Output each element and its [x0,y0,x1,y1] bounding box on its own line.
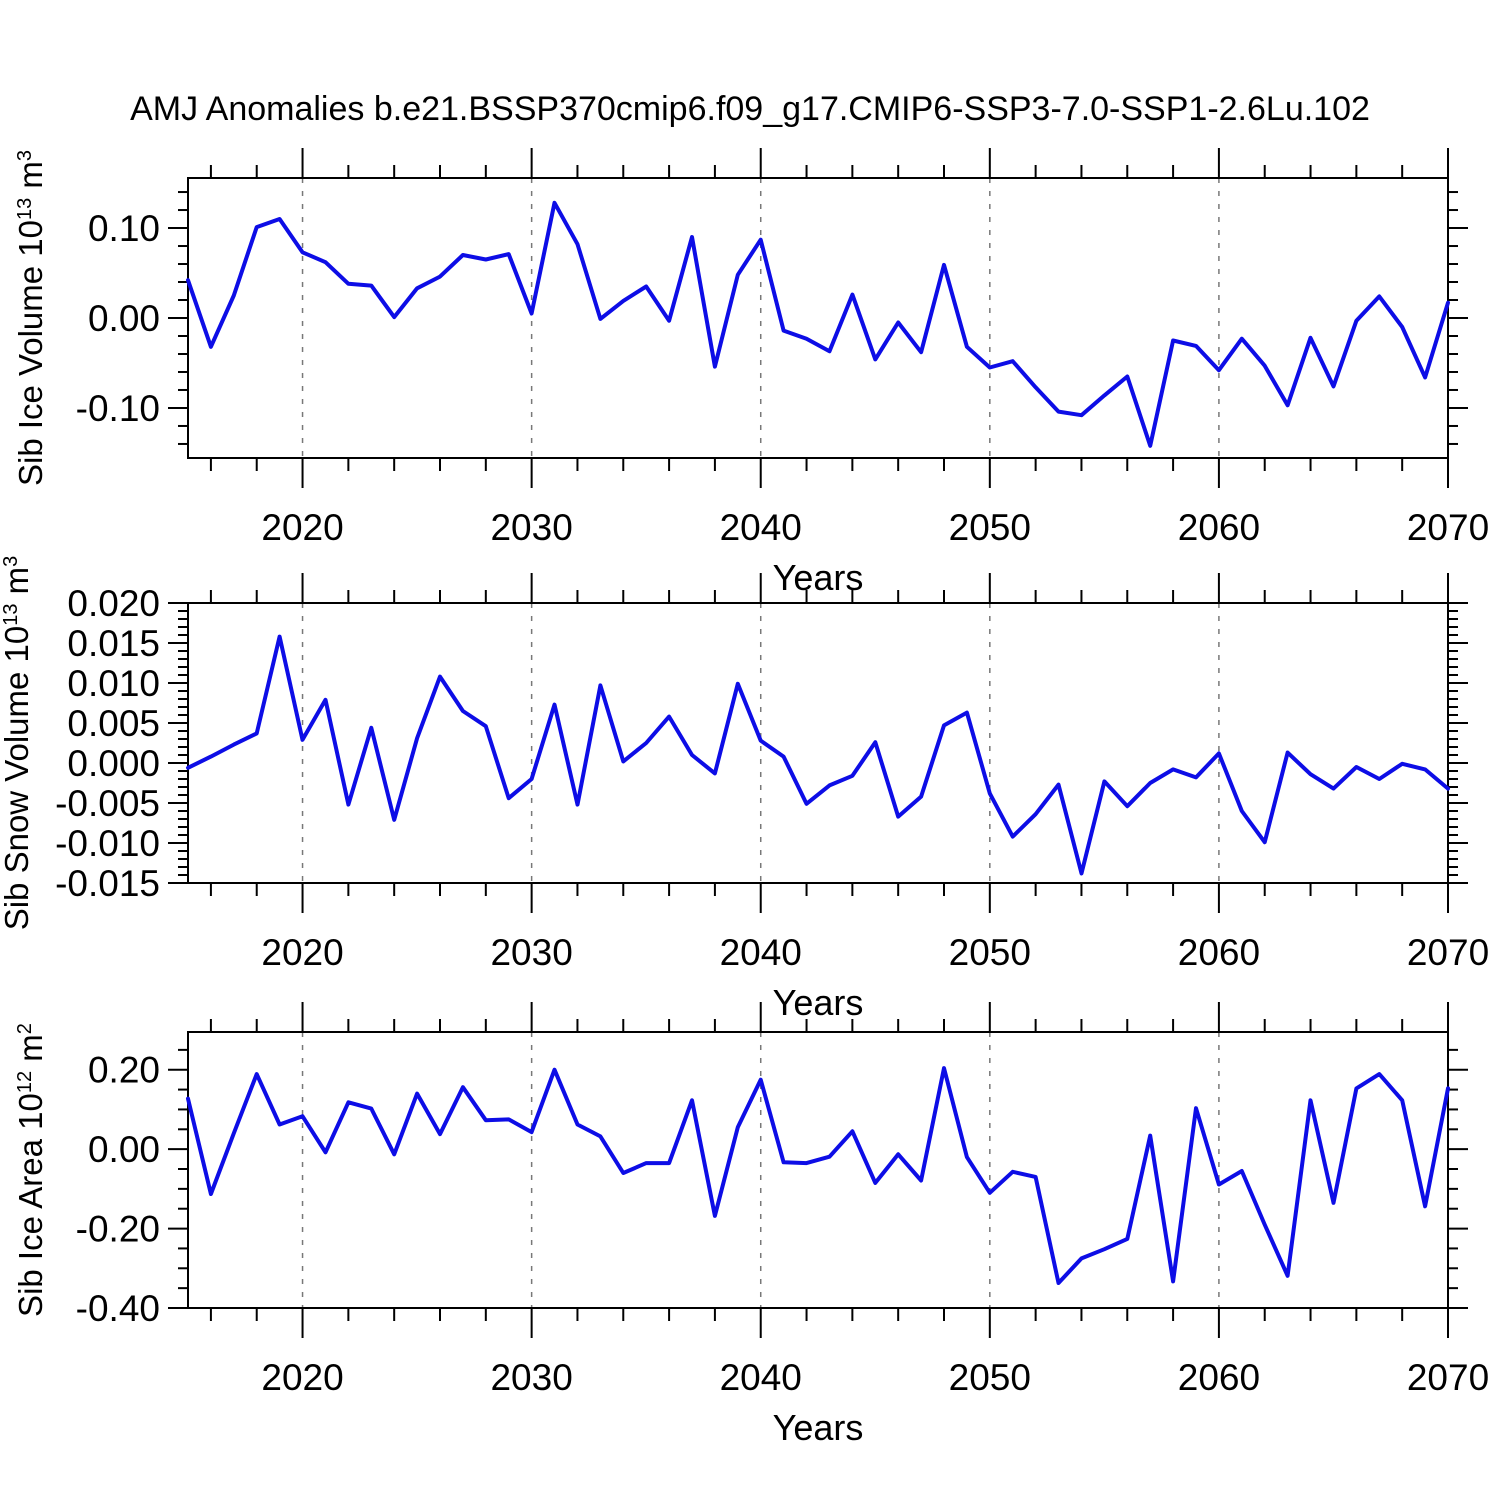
y-axis-title: Sib Ice Area 1012 m2 [12,1023,49,1317]
y-axis-title: Sib Snow Volume 1013 m3 [0,556,35,931]
sib-ice-area-panel: 2020 2030 2040 2050 2060 2070 Years 0.20 0.00 -0.… [12,1002,1489,1448]
y-ticks [168,602,1468,884]
sib-snow-volume-panel: 2020 2030 2040 2050 2060 2070Years0.0200.0150… [0,556,1489,1023]
chart-title: AMJ Anomalies b.e21.BSSP370cmip6.f09_g17… [130,90,1370,128]
x-axis-title: Years [773,1407,864,1448]
y-tick-label: 0.00 [88,1129,160,1170]
x-tick-label: 2030 [490,932,572,973]
x-tick-label: 2060 [1178,507,1260,548]
x-tick-label: 2070 [1407,1357,1489,1398]
x-tick-label: 2020 [261,507,343,548]
sib-snow-volume-series-line [186,634,1450,876]
y-tick-labels: 0.0200.0150.0100.0050.000-0.005-0.010-0.… [55,583,160,904]
x-tick-labels: 2020 2030 2040 2050 2060 2070 [261,507,1489,548]
plot-frame [187,602,1449,884]
y-tick-label: -0.005 [55,783,160,824]
y-tick-labels: 0.20 0.00 -0.20 -0.40 [76,1050,160,1329]
x-tick-label: 2070 [1407,932,1489,973]
y-tick-label: -0.010 [55,823,160,864]
x-tick-label: 2050 [949,1357,1031,1398]
x-tick-label: 2070 [1407,507,1489,548]
y-tick-label: 0.00 [88,298,160,339]
x-tick-labels: 2020 2030 2040 2050 2060 2070 [261,932,1489,973]
x-axis-title: Years [773,982,864,1023]
x-tick-label: 2040 [720,932,802,973]
y-tick-label: 0.005 [67,703,160,744]
x-tick-label: 2020 [261,1357,343,1398]
y-tick-labels: 0.10 0.00 -0.10 [76,208,160,429]
y-axis-title: Sib Ice Volume 1013 m3 [12,150,49,486]
x-tick-label: 2060 [1178,1357,1260,1398]
y-tick-label: 0.20 [88,1050,160,1091]
x-tick-labels: 2020 2030 2040 2050 2060 2070 [261,1357,1489,1398]
y-tick-label: 0.015 [67,623,160,664]
x-tick-label: 2030 [490,507,572,548]
sib-ice-volume-series-line [186,200,1450,448]
x-axis-title: Years [773,557,864,598]
y-tick-label: -0.20 [76,1209,160,1250]
x-tick-label: 2040 [720,1357,802,1398]
x-tick-label: 2040 [720,507,802,548]
plot-frame [187,177,1449,459]
plot-frame [187,1031,1449,1309]
x-tick-label: 2050 [949,932,1031,973]
y-ticks [168,191,1468,445]
gridlines [301,1032,1220,1308]
x-ticks [209,1002,1449,1338]
y-tick-label: -0.015 [55,863,160,904]
sib-ice-volume-panel: 2020 2030 2040 2050 2060 2070 Years 0.10 0.00 -0.… [12,148,1489,598]
x-tick-label: 2020 [261,932,343,973]
y-tick-label: 0.010 [67,663,160,704]
x-tick-label: 2030 [490,1357,572,1398]
y-tick-label: 0.000 [67,743,160,784]
y-tick-label: 0.020 [67,583,160,624]
y-ticks [168,1048,1468,1309]
x-ticks [209,148,1449,488]
x-tick-label: 2060 [1178,932,1260,973]
x-ticks [209,573,1449,913]
y-tick-label: 0.10 [88,208,160,249]
sib-ice-area-series-line [186,1066,1450,1285]
y-tick-label: -0.10 [76,388,160,429]
x-tick-label: 2050 [949,507,1031,548]
y-tick-label: -0.40 [76,1288,160,1329]
